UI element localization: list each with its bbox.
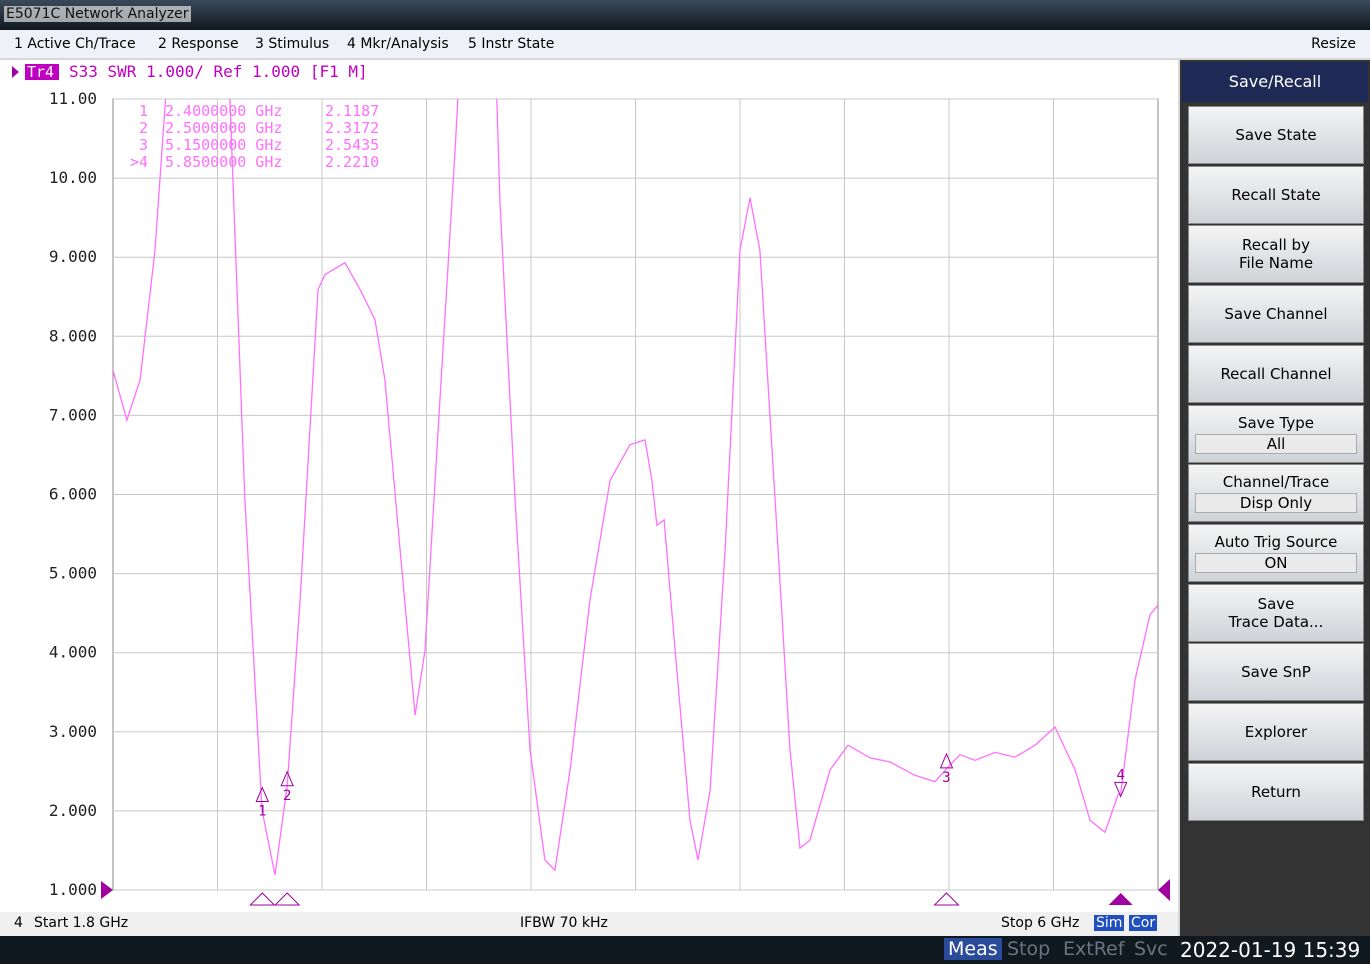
marker-list-id: 2 xyxy=(139,119,148,137)
axis-marker xyxy=(249,892,276,906)
marker-list-id: >4 xyxy=(130,153,148,171)
trace-header: S33 SWR 1.000/ Ref 1.000 [F1 M] xyxy=(69,62,368,81)
marker-list-id: 3 xyxy=(139,136,148,154)
softkey[interactable]: Recall Channel xyxy=(1188,344,1364,403)
softkey[interactable]: Channel/Trace Disp Only xyxy=(1188,464,1364,523)
softkey-label: Save SnP xyxy=(1241,663,1311,682)
ifbw: IFBW 70 kHz xyxy=(520,915,608,931)
status-indicator: Stop xyxy=(1007,938,1051,960)
y-tick-label: 11.00 xyxy=(49,89,97,108)
y-tick-label: 1.000 xyxy=(49,880,97,899)
ref-arrow xyxy=(101,881,113,899)
y-tick-label: 3.000 xyxy=(49,722,97,741)
sim-badge: Sim xyxy=(1094,915,1125,931)
menu-bar: 1 Active Ch/Trace 2 Response 3 Stimulus 4 M… xyxy=(0,30,1370,58)
datetime: 2022-01-19 15:39 xyxy=(1180,938,1361,962)
y-tick-label: 7.000 xyxy=(49,405,97,424)
softkey[interactable]: Save Channel xyxy=(1188,285,1364,344)
menu-item[interactable]: 4 Mkr/Analysis xyxy=(347,36,449,52)
softkey-label: Auto Trig Source xyxy=(1214,532,1338,551)
softkey-label: Recall Channel xyxy=(1220,364,1332,383)
softkey[interactable]: Auto Trig Source ON xyxy=(1188,523,1364,582)
chart-panel: Tr4 S33 SWR 1.000/ Ref 1.000 [F1 M] 11.00 1… xyxy=(0,60,1178,912)
softkey[interactable]: Recall State xyxy=(1188,165,1364,224)
axis-marker xyxy=(273,892,301,906)
softkey-label: Save State xyxy=(1235,126,1317,144)
softkey-panel: Save/Recall Save State Recall State Recall … xyxy=(1180,60,1370,936)
chart: Tr4 S33 SWR 1.000/ Ref 1.000 [F1 M] 11.00 1… xyxy=(12,62,1170,906)
marker-list-freq: 2.4000000 GHz xyxy=(165,102,282,120)
trace-line xyxy=(113,99,1158,876)
marker xyxy=(939,752,954,769)
y-tick-label: 6.000 xyxy=(49,485,97,504)
marker-label: 1 xyxy=(258,804,266,820)
axis-marker xyxy=(1108,893,1133,905)
softkey-value: ON xyxy=(1195,552,1357,573)
softkey[interactable]: Save Trace Data... xyxy=(1188,583,1364,642)
softkey-label: Channel/Trace xyxy=(1222,473,1330,492)
status-bar: 4 Start 1.8 GHz IFBW 70 kHz Stop 6 GHz Sim Co… xyxy=(0,912,1178,936)
title-bar: E5071C Network Analyzer xyxy=(0,0,1370,30)
menu-item[interactable]: 1 Active Ch/Trace xyxy=(14,36,136,52)
marker-list-freq: 5.8500000 GHz xyxy=(165,153,282,171)
marker-list-id: 1 xyxy=(139,102,148,120)
window-title: E5071C Network Analyzer xyxy=(4,6,191,22)
trace-badge-label: Tr4 xyxy=(27,63,54,81)
softkey-label: Explorer xyxy=(1244,723,1308,741)
softkey-value: All xyxy=(1195,433,1357,454)
softkey-label: File Name xyxy=(1238,254,1314,273)
resize-button[interactable]: Resize xyxy=(1311,36,1356,52)
y-tick-label: 8.000 xyxy=(49,326,97,345)
softkey[interactable]: Explorer xyxy=(1188,703,1364,761)
marker-list-value: 2.3172 xyxy=(325,119,379,137)
softkey-label: Recall by xyxy=(1242,236,1310,255)
stop-freq: Stop 6 GHz xyxy=(1001,915,1080,931)
status-indicator: ExtRef xyxy=(1063,938,1125,960)
status-indicator: Meas xyxy=(944,938,1002,960)
start-freq: Start 1.8 GHz xyxy=(34,915,129,931)
status-indicator: Svc xyxy=(1134,938,1168,960)
y-tick-label: 5.000 xyxy=(49,564,97,583)
softkey[interactable]: Return xyxy=(1188,762,1364,821)
marker xyxy=(280,770,294,787)
softkey[interactable]: Save SnP xyxy=(1188,643,1364,702)
softkey-label: Save Type xyxy=(1237,413,1315,432)
footer-bar: Meas Stop ExtRef Svc 2022-01-19 15:39 xyxy=(0,936,1370,964)
marker-label: 2 xyxy=(283,788,291,804)
marker-list-value: 2.1187 xyxy=(325,102,379,120)
menu-item[interactable]: 3 Stimulus xyxy=(255,36,330,52)
softkey[interactable]: Save State xyxy=(1188,106,1364,164)
marker xyxy=(255,786,270,803)
softkey-value: Disp Only xyxy=(1195,493,1357,514)
trace-badge-arrow xyxy=(12,66,19,78)
trace-badge xyxy=(25,64,59,80)
softkey-label: Trace Data... xyxy=(1228,612,1324,631)
marker-list-freq: 5.1500000 GHz xyxy=(165,136,282,154)
softkey-title: Save/Recall xyxy=(1182,62,1368,102)
marker-list-freq: 2.5000000 GHz xyxy=(165,119,282,137)
softkey-label: Return xyxy=(1251,782,1301,801)
marker-list-value: 2.5435 xyxy=(325,136,379,154)
cor-badge: Cor xyxy=(1129,915,1158,931)
y-tick-label: 10.00 xyxy=(49,168,97,187)
marker-list-value: 2.2210 xyxy=(325,153,379,171)
y-tick-label: 9.000 xyxy=(49,247,97,266)
softkey[interactable]: Save Type All xyxy=(1188,404,1364,463)
softkey-label: Recall State xyxy=(1231,185,1321,204)
marker xyxy=(1113,781,1128,798)
marker-label: 3 xyxy=(942,770,950,786)
y-tick-label: 4.000 xyxy=(49,643,97,662)
ref-arrow-right xyxy=(1158,879,1170,901)
axis-marker xyxy=(933,892,960,906)
softkey[interactable]: Recall by File Name xyxy=(1188,225,1364,284)
softkey-label: Save Channel xyxy=(1224,305,1328,324)
softkey-label: Save xyxy=(1257,594,1295,613)
menu-item[interactable]: 5 Instr State xyxy=(468,36,555,52)
marker-label: 4 xyxy=(1116,767,1124,783)
channel-number: 4 xyxy=(14,915,23,931)
menu-item[interactable]: 2 Response xyxy=(158,36,239,52)
y-tick-label: 2.000 xyxy=(49,801,97,820)
